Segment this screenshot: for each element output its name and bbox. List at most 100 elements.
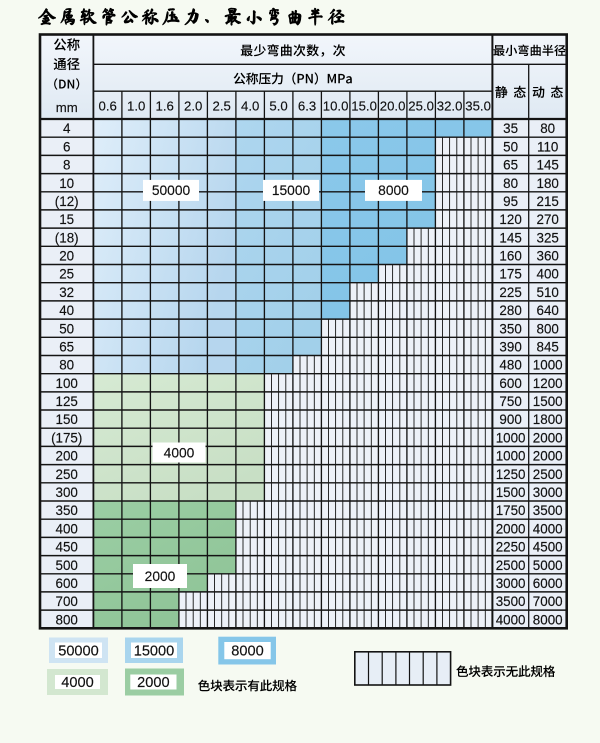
svg-text:250: 250 — [56, 467, 78, 482]
svg-text:1800: 1800 — [533, 412, 563, 427]
svg-text:4: 4 — [63, 121, 71, 136]
svg-text:1500: 1500 — [496, 485, 526, 500]
svg-text:175: 175 — [499, 267, 521, 282]
svg-text:35.0: 35.0 — [465, 99, 491, 114]
svg-text:1.0: 1.0 — [127, 99, 145, 114]
svg-text:2.5: 2.5 — [213, 99, 231, 114]
svg-text:25.0: 25.0 — [408, 99, 434, 114]
svg-text:(12): (12) — [55, 194, 79, 209]
svg-text:5.0: 5.0 — [269, 99, 287, 114]
svg-text:750: 750 — [499, 394, 521, 409]
svg-text:800: 800 — [56, 612, 78, 627]
svg-text:25: 25 — [59, 267, 74, 282]
svg-text:400: 400 — [537, 267, 559, 282]
svg-text:20.0: 20.0 — [380, 99, 406, 114]
svg-text:15: 15 — [59, 212, 74, 227]
svg-text:15000: 15000 — [272, 183, 311, 198]
svg-text:100: 100 — [56, 376, 78, 391]
svg-text:0.6: 0.6 — [99, 99, 117, 114]
svg-text:4.0: 4.0 — [241, 99, 259, 114]
svg-text:4000: 4000 — [61, 675, 93, 691]
svg-text:4000: 4000 — [496, 612, 526, 627]
svg-text:20: 20 — [59, 249, 74, 264]
svg-text:280: 280 — [499, 303, 521, 318]
svg-text:3500: 3500 — [533, 503, 563, 518]
svg-text:2000: 2000 — [496, 521, 526, 536]
svg-text:1000: 1000 — [496, 449, 526, 464]
svg-text:50: 50 — [59, 321, 74, 336]
svg-text:35: 35 — [503, 121, 518, 136]
svg-text:900: 900 — [499, 412, 521, 427]
svg-text:4500: 4500 — [533, 540, 563, 555]
svg-text:700: 700 — [56, 594, 78, 609]
svg-text:510: 510 — [537, 285, 559, 300]
svg-text:450: 450 — [56, 540, 78, 555]
svg-text:mm: mm — [56, 100, 78, 115]
svg-text:390: 390 — [499, 340, 521, 355]
svg-text:8000: 8000 — [533, 612, 563, 627]
svg-text:7000: 7000 — [533, 594, 563, 609]
svg-text:50000: 50000 — [58, 643, 99, 659]
svg-text:145: 145 — [537, 158, 559, 173]
svg-text:1200: 1200 — [533, 376, 563, 391]
svg-text:325: 325 — [537, 230, 559, 245]
svg-text:10.0: 10.0 — [323, 99, 349, 114]
svg-text:350: 350 — [499, 321, 521, 336]
svg-text:215: 215 — [537, 194, 559, 209]
svg-text:480: 480 — [499, 358, 521, 373]
svg-text:8000: 8000 — [231, 644, 263, 660]
svg-text:2000: 2000 — [533, 430, 563, 445]
svg-text:80: 80 — [59, 358, 74, 373]
svg-text:50000: 50000 — [152, 183, 191, 198]
svg-text:600: 600 — [56, 576, 78, 591]
svg-text:5000: 5000 — [533, 558, 563, 573]
svg-text:640: 640 — [537, 303, 559, 318]
svg-text:150: 150 — [56, 412, 78, 427]
svg-text:32: 32 — [59, 285, 74, 300]
svg-text:110: 110 — [537, 139, 558, 154]
svg-text:350: 350 — [56, 503, 78, 518]
svg-text:3000: 3000 — [496, 576, 526, 591]
svg-text:845: 845 — [537, 340, 559, 355]
svg-text:225: 225 — [499, 285, 521, 300]
svg-text:2500: 2500 — [496, 558, 526, 573]
svg-text:50: 50 — [503, 139, 518, 154]
svg-text:15.0: 15.0 — [351, 99, 377, 114]
svg-text:8: 8 — [63, 158, 70, 173]
svg-text:80: 80 — [503, 176, 518, 191]
svg-text:2000: 2000 — [145, 569, 176, 584]
svg-text:(18): (18) — [55, 230, 79, 245]
svg-text:200: 200 — [56, 449, 78, 464]
svg-text:6.3: 6.3 — [298, 99, 316, 114]
svg-text:1000: 1000 — [533, 358, 563, 373]
svg-text:400: 400 — [56, 521, 78, 536]
svg-text:65: 65 — [503, 158, 518, 173]
svg-text:6: 6 — [63, 139, 70, 154]
svg-text:800: 800 — [537, 321, 559, 336]
svg-text:500: 500 — [56, 558, 78, 573]
svg-text:1000: 1000 — [496, 430, 526, 445]
svg-text:145: 145 — [499, 230, 521, 245]
svg-text:6000: 6000 — [533, 576, 563, 591]
svg-text:4000: 4000 — [164, 445, 195, 460]
svg-text:300: 300 — [56, 485, 78, 500]
svg-text:270: 270 — [537, 212, 559, 227]
svg-text:2000: 2000 — [137, 675, 169, 691]
svg-text:3000: 3000 — [533, 485, 563, 500]
svg-text:360: 360 — [537, 249, 559, 264]
svg-text:15000: 15000 — [134, 643, 175, 659]
svg-text:160: 160 — [499, 249, 521, 264]
svg-text:2500: 2500 — [533, 467, 563, 482]
svg-text:3500: 3500 — [496, 594, 526, 609]
svg-text:80: 80 — [540, 121, 555, 136]
svg-text:2.0: 2.0 — [184, 99, 202, 114]
svg-text:40: 40 — [59, 303, 74, 318]
svg-text:120: 120 — [499, 212, 521, 227]
svg-text:1500: 1500 — [533, 394, 563, 409]
svg-text:1750: 1750 — [496, 503, 526, 518]
svg-text:600: 600 — [499, 376, 521, 391]
svg-text:(175): (175) — [51, 430, 82, 445]
svg-text:65: 65 — [59, 340, 74, 355]
svg-text:32.0: 32.0 — [437, 99, 463, 114]
svg-text:125: 125 — [56, 394, 78, 409]
